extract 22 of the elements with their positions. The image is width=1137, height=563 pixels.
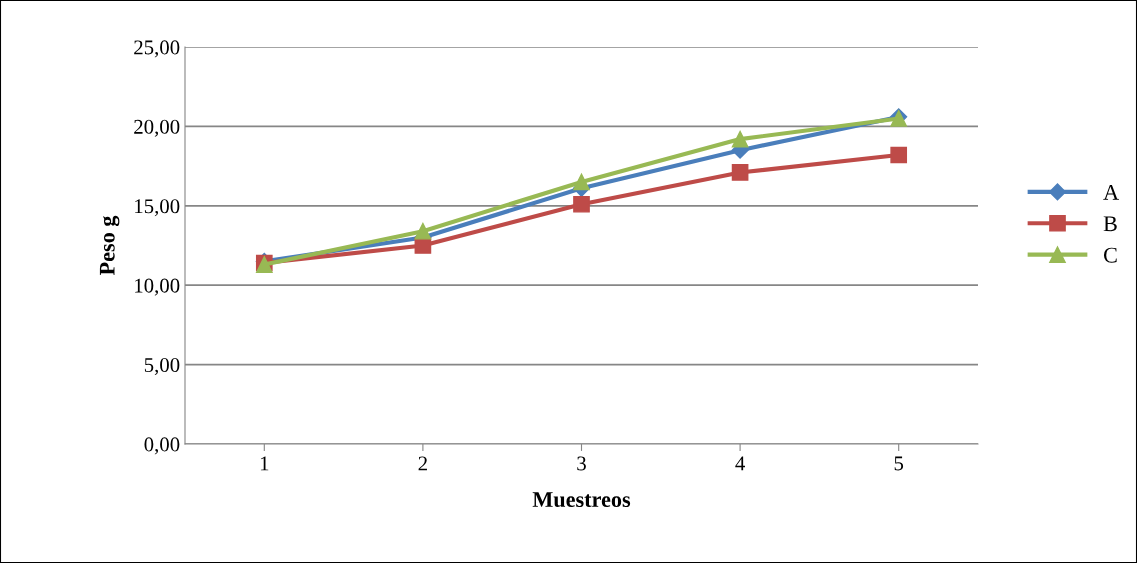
- point: [414, 222, 432, 240]
- point: [573, 195, 590, 213]
- x-tick-label: 5: [894, 456, 904, 471]
- legend-label: A: [1103, 184, 1119, 200]
- legend-label: B: [1103, 216, 1117, 232]
- y-axis-title: Peso g: [99, 215, 120, 276]
- point: [731, 164, 749, 181]
- y-tick-label: 0,00: [144, 437, 180, 455]
- x-tick-label: 1: [260, 456, 269, 471]
- x-tick-label: 4: [735, 456, 745, 471]
- point: [573, 173, 590, 191]
- legend-label: C: [1103, 247, 1117, 263]
- x-axis-title: Muestreos: [532, 492, 631, 508]
- x-tick-label: 2: [418, 456, 427, 471]
- y-tick-label: 25,00: [134, 40, 180, 58]
- y-tick-label: 5,00: [144, 357, 180, 376]
- point: [890, 146, 908, 164]
- x-tick-label: 3: [577, 456, 586, 471]
- y-tick-label: 15,00: [135, 199, 180, 217]
- y-tick-label: 10,00: [135, 278, 180, 296]
- point: [731, 130, 749, 148]
- y-tick-label: 20,00: [134, 119, 180, 137]
